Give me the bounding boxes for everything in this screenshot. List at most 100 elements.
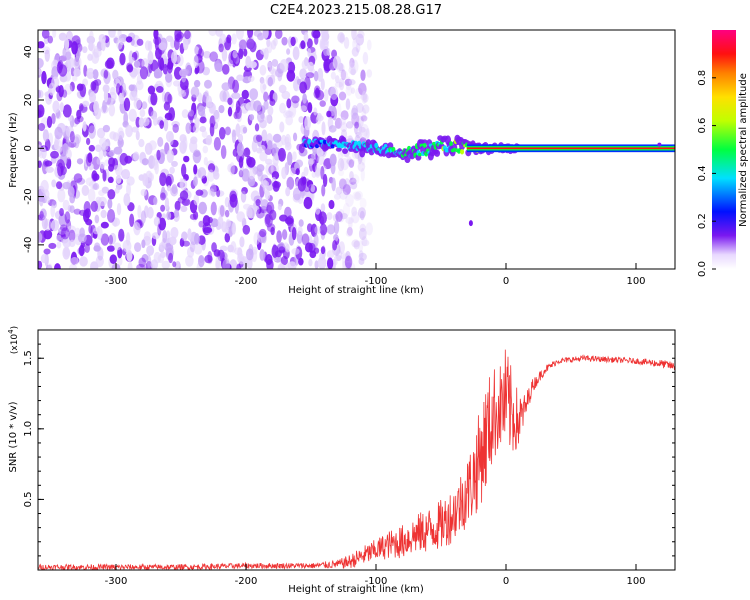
- spectrogram-cell: [274, 250, 282, 258]
- spectrogram-cell: [153, 216, 161, 227]
- spectrogram-cell: [150, 259, 159, 269]
- spectrogram-cell: [263, 47, 269, 60]
- spectrogram-cell: [271, 143, 278, 155]
- snr-y-multiplier-exponent: 4: [7, 329, 15, 334]
- spectrogram-cell: [273, 180, 278, 188]
- spectrogram-cell: [345, 250, 351, 262]
- spectrogram-cell: [73, 208, 82, 215]
- spectrogram-cell: [285, 115, 294, 126]
- spectrogram-cell: [42, 46, 51, 55]
- spectrogram-cell: [209, 103, 217, 114]
- spectrogram-cell: [239, 236, 245, 248]
- spectrogram-cell: [165, 175, 172, 188]
- spectrogram-cell: [208, 30, 218, 37]
- spectrogram-cell: [348, 159, 355, 168]
- spectrogram-cell: [323, 88, 329, 102]
- spectrogram-cell: [308, 258, 313, 267]
- spectrogram-cell: [272, 133, 282, 143]
- spectrogram-cell: [320, 40, 329, 50]
- spectrogram-cell: [146, 245, 155, 256]
- spectrogram-cell: [213, 249, 221, 257]
- spectrogram-cell: [99, 161, 106, 170]
- y-tick-label: -40: [23, 237, 34, 253]
- spectrogram-cell: [345, 193, 354, 207]
- spectrogram-cell: [361, 236, 368, 247]
- spectrogram-cell: [153, 68, 163, 79]
- spectrogram-cell: [222, 259, 231, 269]
- spectrogram-cell: [38, 260, 43, 269]
- spectrogram-cell: [62, 89, 68, 98]
- spectrogram-cell: [180, 205, 188, 213]
- colorbar-tick-label: 0.6: [697, 118, 708, 134]
- spectrogram-cell: [57, 60, 64, 71]
- spectrogram-cell: [300, 40, 306, 50]
- spectrogram-cell: [41, 30, 50, 39]
- spectrogram-cell: [263, 91, 269, 102]
- spectrogram-cell: [284, 141, 292, 151]
- spectrogram-cell: [100, 233, 110, 246]
- spectrogram-cell: [318, 211, 327, 225]
- spectrogram-cell: [82, 121, 87, 132]
- spectrogram-cell: [374, 142, 379, 149]
- spectrogram-cell: [117, 137, 124, 148]
- spectrogram-cell: [224, 232, 231, 243]
- spectrogram-cell: [249, 114, 255, 121]
- spectrogram-cell: [366, 39, 372, 51]
- x-tick-label: -200: [235, 276, 258, 287]
- spectrogram-cell: [267, 105, 274, 116]
- spectrogram-cell: [358, 126, 366, 133]
- spectrogram-cell: [279, 102, 286, 114]
- spectrogram-cell: [45, 195, 51, 204]
- spectrogram-cell: [48, 242, 57, 250]
- spectrogram-cell: [210, 183, 217, 197]
- spectrogram-cell: [132, 151, 140, 161]
- spectrogram-cell: [356, 115, 364, 128]
- spectrogram-cell: [179, 178, 188, 191]
- spectrogram-cell: [73, 173, 83, 183]
- spectrogram-cell: [181, 231, 188, 241]
- spectrogram-cell: [235, 30, 244, 40]
- spectrogram-cell: [362, 51, 369, 65]
- spectrogram-cell: [69, 130, 75, 143]
- spectrogram-cell: [169, 166, 175, 174]
- spectrogram-cell: [319, 223, 328, 236]
- spectrogram-cell: [63, 248, 71, 258]
- spectrogram-cell: [67, 186, 75, 198]
- spectrogram-cell: [68, 239, 76, 248]
- spectrogram-cell: [51, 112, 56, 125]
- spectrogram-cell: [417, 152, 422, 157]
- spectrogram-cell: [286, 176, 295, 190]
- spectrogram-cell: [247, 75, 255, 82]
- spectrogram-cell: [345, 216, 355, 225]
- x-tick-label: -100: [365, 276, 388, 287]
- spectrogram-cell: [142, 173, 149, 187]
- spectrogram-cell: [338, 169, 345, 177]
- spectrogram-cell: [139, 66, 149, 80]
- spectrogram-cell: [320, 165, 325, 180]
- spectrogram-cell: [235, 123, 241, 137]
- spectrogram-cell: [62, 199, 70, 211]
- spectrogram-cell: [460, 148, 465, 155]
- spectrogram-cell: [141, 101, 148, 110]
- y-tick-label: 40: [23, 45, 34, 58]
- spectrogram-cell: [281, 90, 291, 100]
- spectrogram-cell: [108, 103, 116, 117]
- spectrogram-cell: [104, 59, 114, 69]
- figure-title: C2E4.2023.215.08.28.G17: [270, 3, 442, 18]
- spectrogram-cell: [58, 84, 64, 98]
- spectrogram-cell: [262, 30, 269, 39]
- spectrogram-cell: [88, 42, 94, 52]
- spectrogram-cell: [360, 168, 365, 182]
- spectrogram-cell: [159, 172, 167, 187]
- spectrogram-cell: [123, 97, 131, 112]
- spectrogram-cell: [41, 217, 48, 230]
- spectrogram-cell: [101, 186, 110, 194]
- spectrogram-cell: [38, 160, 42, 169]
- spectrogram-cell: [60, 227, 70, 240]
- spectrogram-cell: [74, 117, 81, 125]
- spectrogram-cell: [292, 132, 298, 142]
- spectrogram-cell: [182, 240, 191, 247]
- spectrogram-cell: [39, 197, 44, 207]
- spectrogram-cell: [256, 208, 265, 219]
- spectrogram-cell: [153, 196, 158, 206]
